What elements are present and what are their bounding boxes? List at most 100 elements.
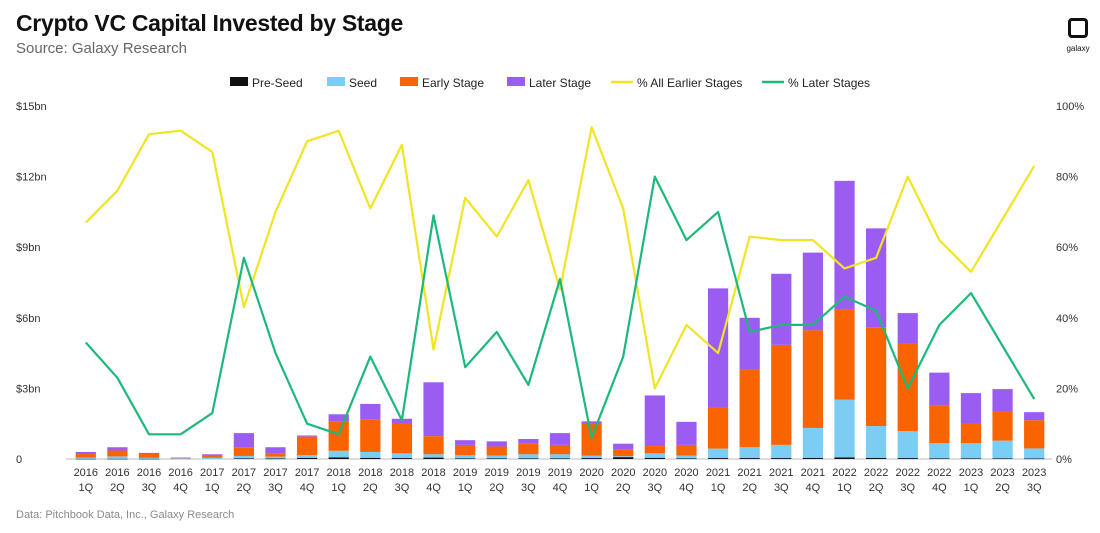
x-tick-year: 2023 (990, 467, 1014, 479)
x-tick-year: 2018 (358, 467, 382, 479)
bar-early (739, 369, 760, 448)
x-tick-year: 2019 (516, 467, 540, 479)
bar-later (1024, 412, 1045, 421)
legend-label-early: Early Stage (422, 76, 484, 90)
y-left-tick-label: 0 (16, 454, 22, 466)
bar-pre_seed (960, 458, 982, 459)
bar-pre_seed (423, 457, 444, 459)
bar-early (834, 309, 855, 400)
legend-swatch-pre_seed (230, 77, 248, 86)
x-tick-year: 2022 (927, 467, 951, 479)
bar-early (391, 423, 413, 454)
x-tick-quarter: 4Q (173, 482, 188, 494)
galaxy-logo-icon (1068, 18, 1088, 38)
bar-later (138, 452, 160, 454)
bar-early (486, 446, 507, 456)
x-tick-quarter: 3Q (268, 482, 283, 494)
x-tick-year: 2017 (200, 467, 224, 479)
bar-seed (138, 457, 160, 459)
x-tick-quarter: 2Q (616, 482, 631, 494)
x-tick-quarter: 2Q (363, 482, 378, 494)
bar-early (107, 450, 128, 457)
bar-later (866, 228, 887, 328)
bar-pre_seed (518, 458, 539, 459)
x-tick-quarter: 1Q (458, 482, 473, 494)
bar-later (328, 414, 349, 422)
x-tick-quarter: 3Q (900, 482, 915, 494)
bar-pre_seed (455, 458, 476, 459)
bar-seed (265, 456, 286, 459)
bar-pre_seed (391, 458, 413, 459)
x-tick-quarter: 4Q (806, 482, 821, 494)
bar-seed (202, 457, 223, 459)
bar-early (265, 453, 286, 457)
bar-seed (771, 444, 792, 459)
bar-early (802, 330, 824, 428)
y-left-tick-label: $3bn (16, 383, 40, 395)
legend-swatch-seed (327, 77, 345, 86)
x-tick-quarter: 2Q (237, 482, 252, 494)
bar-later (802, 252, 824, 331)
x-tick-quarter: 3Q (142, 482, 157, 494)
y-right-tick-label: 60% (1056, 242, 1078, 254)
x-tick-quarter: 1Q (964, 482, 979, 494)
bar-early (360, 419, 381, 452)
x-tick-quarter: 1Q (584, 482, 599, 494)
bar-seed (834, 399, 855, 458)
bar-early (707, 407, 729, 449)
x-tick-year: 2016 (105, 467, 129, 479)
bar-later (929, 372, 950, 406)
bar-later (360, 403, 381, 420)
bar-early (138, 453, 160, 458)
bar-seed (866, 426, 887, 458)
bar-early (581, 422, 602, 456)
x-tick-year: 2021 (801, 467, 825, 479)
x-tick-year: 2019 (548, 467, 572, 479)
x-tick-year: 2021 (737, 467, 761, 479)
bar-pre_seed (265, 458, 286, 460)
bar-seed (581, 455, 602, 459)
x-tick-quarter: 1Q (837, 482, 852, 494)
bar-seed (486, 455, 507, 459)
bar-seed (107, 456, 128, 459)
x-tick-year: 2020 (674, 467, 698, 479)
bar-later (233, 433, 254, 448)
x-tick-quarter: 4Q (553, 482, 568, 494)
bar-later (486, 441, 507, 447)
bar-later (455, 440, 476, 445)
bar-seed (518, 454, 539, 459)
x-tick-quarter: 1Q (711, 482, 726, 494)
bar-early (423, 436, 444, 455)
bar-early (233, 447, 254, 456)
bar-later (771, 273, 792, 345)
galaxy-logo-text: galaxy (1066, 44, 1090, 53)
y-left-tick-label: $9bn (16, 242, 40, 254)
bar-pre_seed (707, 458, 729, 459)
bar-seed (233, 455, 254, 459)
bar-pre_seed (834, 457, 855, 459)
bar-pre_seed (138, 458, 160, 460)
bar-later (613, 443, 634, 450)
bar-seed (360, 451, 381, 458)
x-tick-year: 2020 (643, 467, 667, 479)
bar-pre_seed (549, 458, 571, 459)
bar-pre_seed (992, 458, 1013, 459)
x-tick-quarter: 3Q (395, 482, 410, 494)
bar-pre_seed (739, 458, 760, 459)
bar-pre_seed (866, 457, 887, 459)
x-tick-quarter: 1Q (78, 482, 93, 494)
chart-subtitle: Source: Galaxy Research (16, 40, 187, 57)
x-tick-year: 2021 (769, 467, 793, 479)
bar-later (518, 439, 539, 444)
legend-label-later: Later Stage (529, 76, 591, 90)
x-tick-quarter: 3Q (1027, 482, 1042, 494)
x-tick-quarter: 2Q (742, 482, 757, 494)
x-tick-year: 2019 (453, 467, 477, 479)
x-tick-year: 2016 (168, 467, 192, 479)
bar-pre_seed (897, 458, 918, 459)
bar-pre_seed (107, 458, 128, 460)
bar-later (549, 433, 571, 445)
x-tick-quarter: 2Q (489, 482, 504, 494)
bar-early (518, 443, 539, 455)
x-tick-year: 2018 (390, 467, 414, 479)
